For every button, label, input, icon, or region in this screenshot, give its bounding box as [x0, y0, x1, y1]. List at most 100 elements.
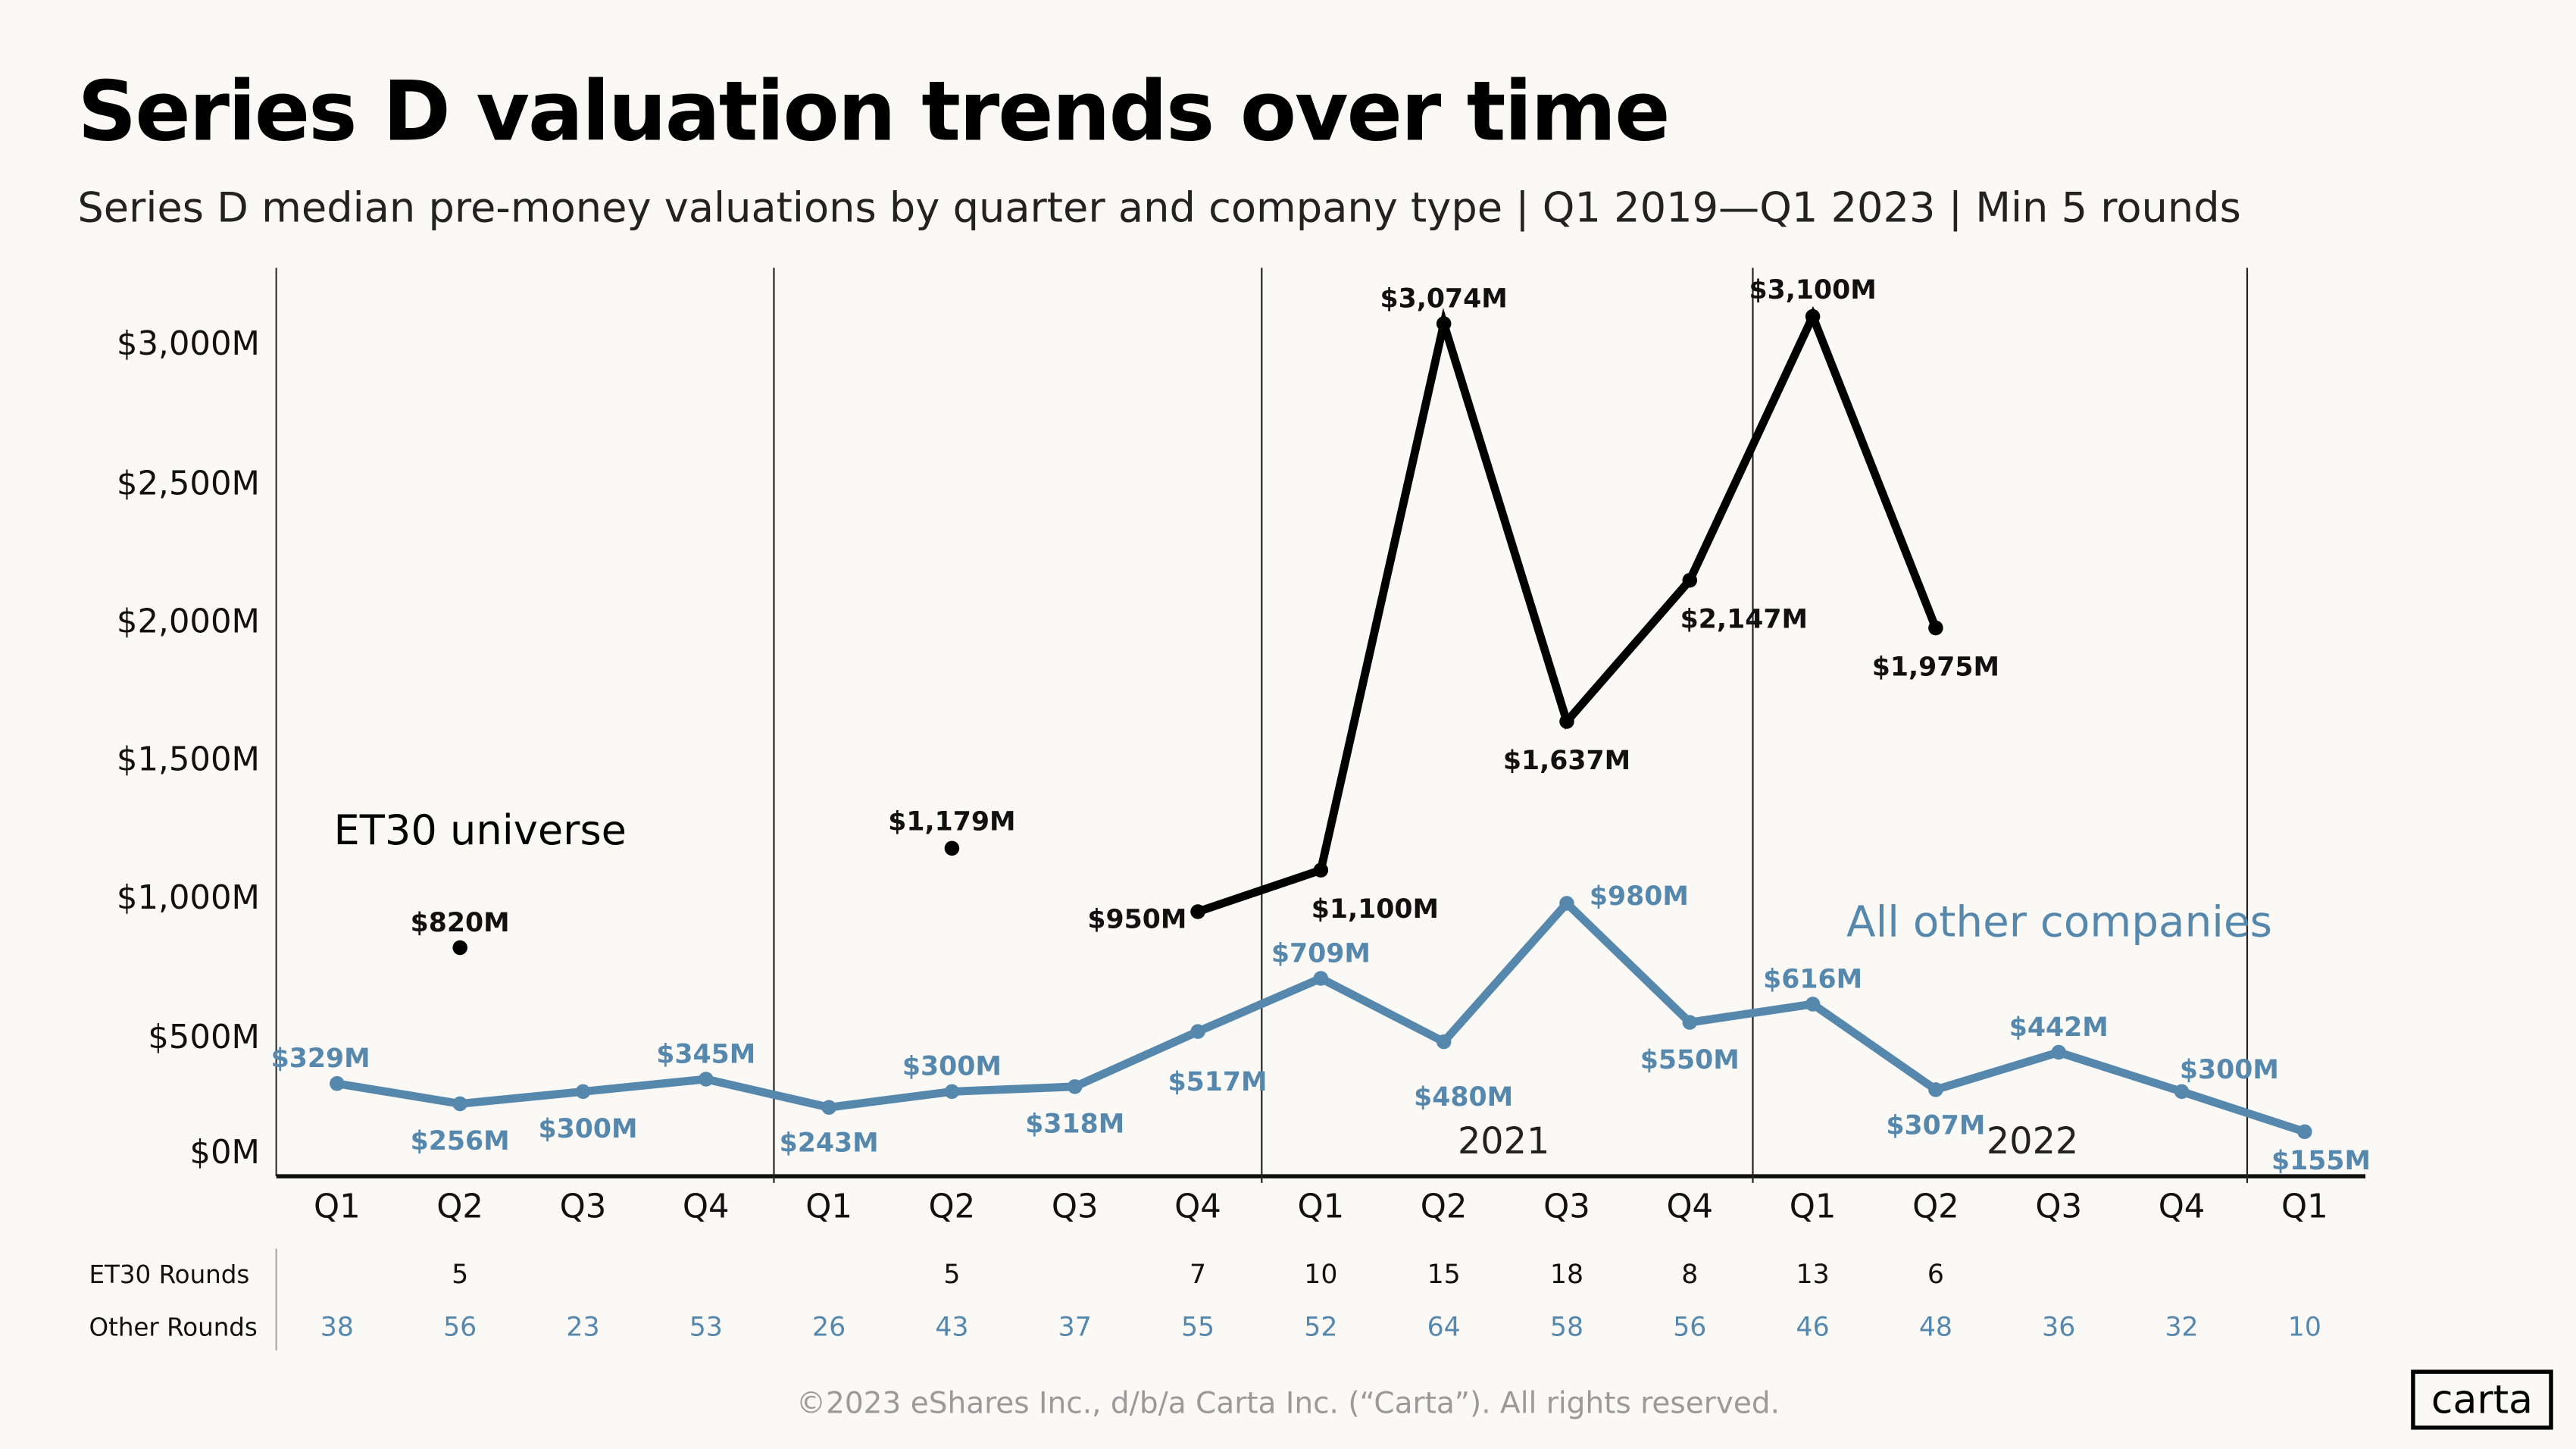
y-tick-label: $2,000M	[117, 603, 260, 641]
et30-rounds-cell: 15	[1427, 1260, 1461, 1290]
et30-rounds-cell: 5	[452, 1260, 468, 1290]
other-data-label: $442M	[2009, 1012, 2109, 1043]
other-data-label: $300M	[2180, 1055, 2279, 1085]
y-tick-label: $1,500M	[117, 741, 260, 779]
page-subtitle: Series D median pre-money valuations by …	[77, 184, 2241, 232]
other-rounds-cell: 55	[1181, 1312, 1215, 1342]
x-tick-label: Q2	[1421, 1188, 1468, 1225]
other-data-point	[2051, 1044, 2066, 1060]
other-data-point	[1805, 997, 1821, 1012]
page-title: Series D valuation trends over time	[77, 63, 1668, 159]
other-rounds-cell: 38	[320, 1312, 354, 1342]
et30-data-point	[1313, 862, 1329, 878]
copyright: ©2023 eShares Inc., d/b/a Carta Inc. (“C…	[796, 1386, 1780, 1420]
other-data-point	[2174, 1084, 2190, 1100]
other-data-label: $300M	[538, 1114, 637, 1144]
et30-data-label: $820M	[411, 908, 510, 938]
other-data-label: $329M	[271, 1044, 370, 1074]
other-data-point	[1559, 896, 1574, 911]
et30-data-label: $1,179M	[888, 806, 1015, 837]
et30-data-point	[1805, 308, 1821, 324]
et30-data-label: $950M	[1087, 905, 1186, 935]
other-rounds-cell: 43	[935, 1312, 968, 1342]
et30-rounds-cell: 10	[1304, 1260, 1337, 1290]
other-data-label: $300M	[902, 1052, 1002, 1082]
other-data-label: $256M	[411, 1126, 510, 1156]
other-data-label: $709M	[1271, 938, 1371, 969]
et30-data-point	[1682, 572, 1698, 588]
other-rounds-cell: 23	[566, 1312, 599, 1342]
other-data-point	[1436, 1034, 1452, 1050]
et30-rounds-cell: 5	[943, 1260, 960, 1290]
other-rounds-cell: 37	[1058, 1312, 1092, 1342]
other-data-point	[1682, 1015, 1698, 1030]
et30-rounds-cell: 7	[1190, 1260, 1206, 1290]
other-data-label: $517M	[1168, 1067, 1268, 1097]
other-data-point	[452, 1096, 467, 1112]
other-rounds-cell: 58	[1550, 1312, 1583, 1342]
other-rounds-cell: 56	[1673, 1312, 1706, 1342]
x-tick-label: Q4	[1174, 1188, 1221, 1225]
x-tick-label: Q2	[929, 1188, 976, 1225]
table-row-label-et30: ET30 Rounds	[89, 1260, 250, 1289]
other-data-label: $550M	[1640, 1045, 1740, 1075]
x-tick-label: Q4	[683, 1188, 730, 1225]
et30-data-point	[452, 940, 467, 956]
legend-other: All other companies	[1846, 898, 2272, 947]
other-rounds-cell: 64	[1427, 1312, 1461, 1342]
x-tick-label: Q1	[1298, 1188, 1345, 1225]
et30-data-label: $2,147M	[1680, 605, 1808, 635]
x-tick-label: Q3	[2035, 1188, 2082, 1225]
year-label: 2022	[1987, 1121, 2078, 1163]
x-tick-label: Q1	[314, 1188, 361, 1225]
et30-data-point	[1559, 714, 1574, 729]
other-rounds-cell: 10	[2288, 1312, 2321, 1342]
other-rounds-cell: 56	[443, 1312, 477, 1342]
other-data-point	[2297, 1124, 2312, 1140]
other-data-label: $155M	[2271, 1146, 2371, 1176]
other-rounds-cell: 26	[812, 1312, 846, 1342]
carta-logo: carta	[2411, 1369, 2553, 1430]
other-data-point	[1067, 1079, 1083, 1094]
et30-data-point	[1436, 316, 1452, 331]
other-rounds-cell: 48	[1919, 1312, 1952, 1342]
other-data-label: $318M	[1025, 1109, 1124, 1140]
axes	[275, 268, 2366, 1183]
other-data-label: $616M	[1763, 964, 1862, 994]
other-data-point	[1928, 1082, 1943, 1097]
x-tick-label: Q2	[1912, 1188, 1959, 1225]
other-data-label: $307M	[1886, 1110, 1985, 1141]
et30-data-point	[944, 840, 960, 856]
legend-et30: ET30 universe	[334, 806, 627, 854]
et30-rounds-cell: 8	[1681, 1260, 1698, 1290]
other-rounds-cell: 32	[2165, 1312, 2198, 1342]
et30-data-point	[1190, 904, 1205, 919]
x-tick-label: Q4	[1666, 1188, 1713, 1225]
other-rounds-cell: 52	[1304, 1312, 1337, 1342]
et30-data-label: $1,637M	[1503, 746, 1630, 776]
et30-rounds-cell: 13	[1796, 1260, 1830, 1290]
other-data-point	[1313, 971, 1329, 986]
et30-rounds-cell: 6	[1927, 1260, 1944, 1290]
other-rounds-cell: 46	[1796, 1312, 1830, 1342]
x-tick-label: Q1	[1790, 1188, 1837, 1225]
x-tick-label: Q1	[805, 1188, 852, 1225]
year-label: 2021	[1458, 1121, 1549, 1163]
x-tick-label: Q1	[2281, 1188, 2328, 1225]
other-data-point	[1190, 1024, 1205, 1039]
y-tick-label: $500M	[148, 1019, 260, 1056]
et30-data-label: $3,100M	[1749, 275, 1876, 305]
other-rounds-cell: 53	[689, 1312, 723, 1342]
carta-logo-text: carta	[2431, 1377, 2533, 1422]
other-data-point	[330, 1076, 345, 1091]
et30-data-point	[1928, 620, 1943, 636]
other-data-label: $480M	[1414, 1082, 1513, 1113]
other-data-label: $345M	[656, 1039, 755, 1069]
x-tick-label: Q3	[1543, 1188, 1590, 1225]
x-tick-label: Q4	[2159, 1188, 2206, 1225]
other-data-label: $980M	[1590, 881, 1689, 912]
other-data-label: $243M	[780, 1128, 879, 1159]
y-tick-label: $0M	[189, 1134, 260, 1172]
